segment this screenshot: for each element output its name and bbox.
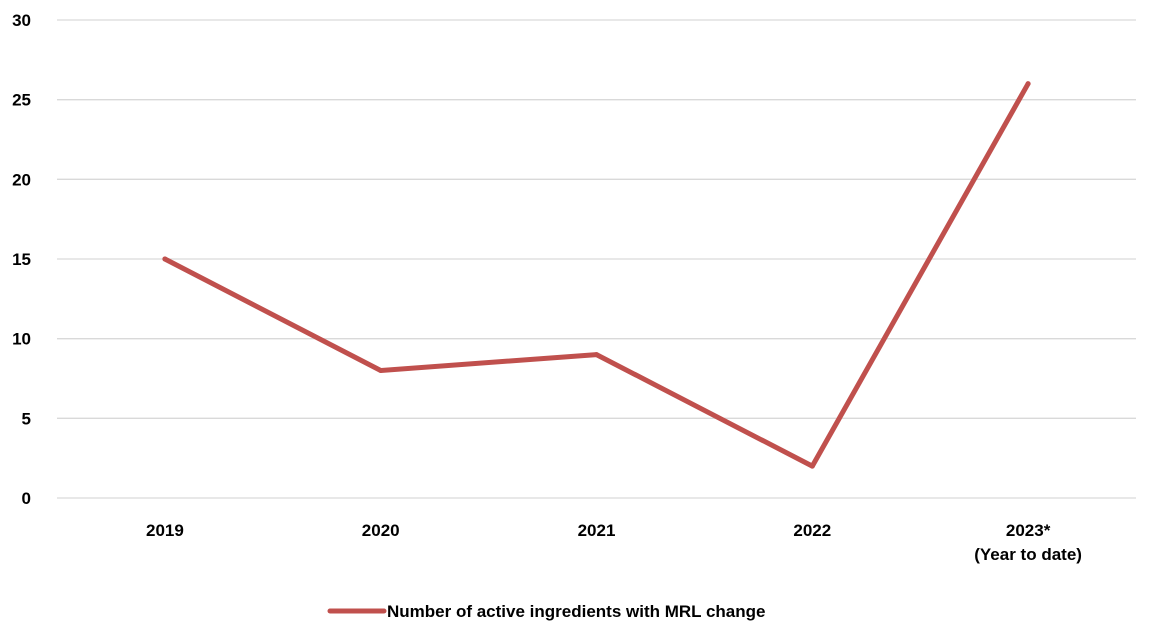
y-axis-tick-labels: 0 5 10 15 20 25 30 <box>12 11 31 508</box>
x-tick-label: 2019 <box>146 521 184 540</box>
y-tick-label: 0 <box>22 489 31 508</box>
x-tick-label-line: (Year to date) <box>974 545 1082 564</box>
x-tick-label: 2021 <box>578 521 616 540</box>
y-tick-label: 15 <box>12 250 31 269</box>
data-point <box>378 368 384 374</box>
data-point <box>1025 81 1031 87</box>
y-tick-label: 20 <box>12 170 31 189</box>
x-axis-tick-labels: 2019 2020 2021 2022 2023* (Year to date) <box>146 521 1082 564</box>
x-tick-label-line: 2023* <box>1006 521 1051 540</box>
x-tick-label: 2023* (Year to date) <box>974 521 1082 564</box>
series-line <box>162 81 1031 469</box>
series-lines <box>162 81 1031 469</box>
gridlines <box>57 19 1136 499</box>
x-tick-label-line: 2022 <box>793 521 831 540</box>
y-tick-label: 25 <box>12 91 31 110</box>
y-tick-label: 5 <box>22 409 31 428</box>
x-tick-label: 2022 <box>793 521 831 540</box>
data-point <box>594 352 599 358</box>
legend: Number of active ingredients with MRL ch… <box>327 602 765 621</box>
x-tick-label-line: 2021 <box>578 521 616 540</box>
x-tick-label-line: 2019 <box>146 521 184 540</box>
data-point <box>162 256 168 262</box>
x-tick-label-line: 2020 <box>362 521 400 540</box>
legend-label: Number of active ingredients with MRL ch… <box>387 602 765 621</box>
data-point <box>809 463 815 469</box>
x-tick-label: 2020 <box>362 521 400 540</box>
y-tick-label: 10 <box>12 330 31 349</box>
y-tick-label: 30 <box>12 11 31 30</box>
